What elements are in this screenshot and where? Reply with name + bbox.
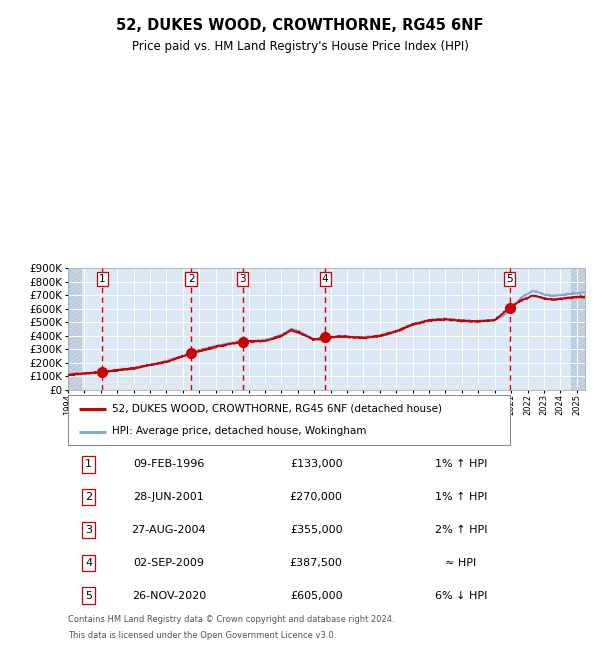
Text: 3: 3 [85, 525, 92, 535]
Text: This data is licensed under the Open Government Licence v3.0.: This data is licensed under the Open Gov… [68, 632, 337, 640]
Text: HPI: Average price, detached house, Wokingham: HPI: Average price, detached house, Woki… [112, 426, 367, 437]
Text: £355,000: £355,000 [290, 525, 343, 535]
Text: Contains HM Land Registry data © Crown copyright and database right 2024.: Contains HM Land Registry data © Crown c… [68, 616, 395, 625]
Text: 5: 5 [506, 274, 513, 284]
Text: 52, DUKES WOOD, CROWTHORNE, RG45 6NF: 52, DUKES WOOD, CROWTHORNE, RG45 6NF [116, 18, 484, 33]
Text: 3: 3 [239, 274, 246, 284]
Text: 26-NOV-2020: 26-NOV-2020 [131, 591, 206, 601]
Text: 1% ↑ HPI: 1% ↑ HPI [435, 460, 487, 469]
Bar [571, 268, 585, 390]
Text: 2% ↑ HPI: 2% ↑ HPI [434, 525, 487, 535]
Text: Price paid vs. HM Land Registry's House Price Index (HPI): Price paid vs. HM Land Registry's House … [131, 40, 469, 53]
Text: 27-AUG-2004: 27-AUG-2004 [131, 525, 206, 535]
Text: 1: 1 [85, 460, 92, 469]
Text: £605,000: £605,000 [290, 591, 343, 601]
Text: 28-JUN-2001: 28-JUN-2001 [133, 492, 204, 502]
Text: 09-FEB-1996: 09-FEB-1996 [133, 460, 205, 469]
Text: £133,000: £133,000 [290, 460, 343, 469]
Bar [68, 268, 82, 390]
Text: 4: 4 [85, 558, 92, 568]
Text: £270,000: £270,000 [290, 492, 343, 502]
Text: £387,500: £387,500 [290, 558, 343, 568]
Text: 6% ↓ HPI: 6% ↓ HPI [435, 591, 487, 601]
Text: 1: 1 [99, 274, 106, 284]
Text: 5: 5 [85, 591, 92, 601]
Text: ≈ HPI: ≈ HPI [445, 558, 476, 568]
Text: 1% ↑ HPI: 1% ↑ HPI [435, 492, 487, 502]
Text: 2: 2 [85, 492, 92, 502]
Text: 2: 2 [188, 274, 194, 284]
Text: 02-SEP-2009: 02-SEP-2009 [133, 558, 205, 568]
Text: 52, DUKES WOOD, CROWTHORNE, RG45 6NF (detached house): 52, DUKES WOOD, CROWTHORNE, RG45 6NF (de… [112, 404, 442, 413]
Text: 4: 4 [322, 274, 328, 284]
